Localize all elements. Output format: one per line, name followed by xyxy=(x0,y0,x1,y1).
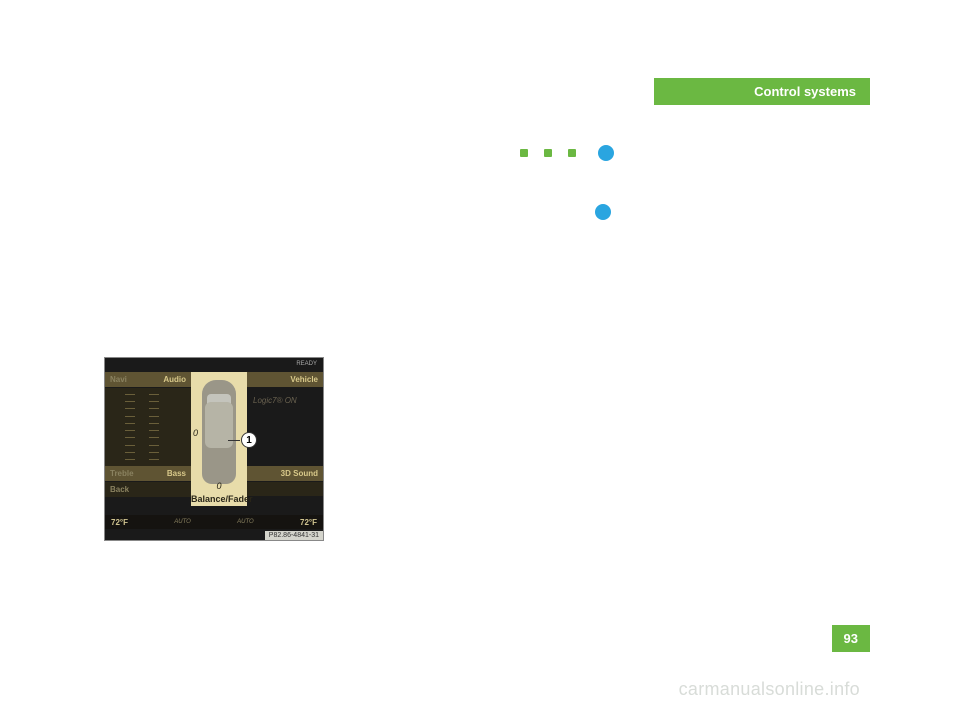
climate-bar: 72°F AUTO AUTO 72°F xyxy=(105,515,323,529)
tab-3d-sound[interactable]: 3D Sound xyxy=(247,466,323,481)
center-panel: 0 0 Balance/Fader 1 xyxy=(191,372,247,506)
tab-audio-label: Audio xyxy=(163,375,186,384)
right-spacer xyxy=(247,482,323,496)
temp-left: 72°F xyxy=(111,518,128,527)
bullet-square xyxy=(544,149,552,157)
page-root: Control systems READY 0 0 Balance/Fader … xyxy=(0,0,960,720)
logic7-area: Logic7® ON xyxy=(247,388,323,466)
bullet-square xyxy=(520,149,528,157)
bullet-circle-lower xyxy=(595,204,611,220)
logic7-label: Logic7® ON xyxy=(253,396,297,405)
tab-navi-audio[interactable]: Navi Audio xyxy=(105,372,191,387)
treble-bass-area xyxy=(105,388,191,466)
left-tab-column: Navi Audio Treble Bass Back xyxy=(105,372,191,498)
auto-left: AUTO xyxy=(174,519,191,525)
bullet-square xyxy=(568,149,576,157)
tab-navi-label: Navi xyxy=(110,375,127,384)
balance-zero-left: 0 xyxy=(193,428,198,438)
tab-treble-bass[interactable]: Treble Bass xyxy=(105,466,191,481)
auto-right: AUTO xyxy=(237,519,254,525)
fader-zero-bottom: 0 xyxy=(191,481,247,491)
section-header: Control systems xyxy=(654,78,870,105)
ready-indicator: READY xyxy=(296,361,317,367)
temp-right: 72°F xyxy=(300,518,317,527)
figure-code: P82.86-4841-31 xyxy=(265,531,323,540)
page-number: 93 xyxy=(832,625,870,652)
comand-screenshot: READY 0 0 Balance/Fader 1 Navi Audio xyxy=(104,357,324,541)
balance-fader-label: Balance/Fader xyxy=(191,494,247,504)
back-button[interactable]: Back xyxy=(105,482,191,497)
bass-label: Bass xyxy=(167,469,186,478)
right-tab-column: Vehicle Logic7® ON 3D Sound xyxy=(247,372,323,497)
bullet-circle xyxy=(598,145,614,161)
watermark: carmanualsonline.info xyxy=(679,679,860,700)
car-top-view-icon xyxy=(202,380,236,484)
bullet-row xyxy=(520,145,614,161)
treble-label: Treble xyxy=(110,469,134,478)
tab-vehicle[interactable]: Vehicle xyxy=(247,372,323,387)
